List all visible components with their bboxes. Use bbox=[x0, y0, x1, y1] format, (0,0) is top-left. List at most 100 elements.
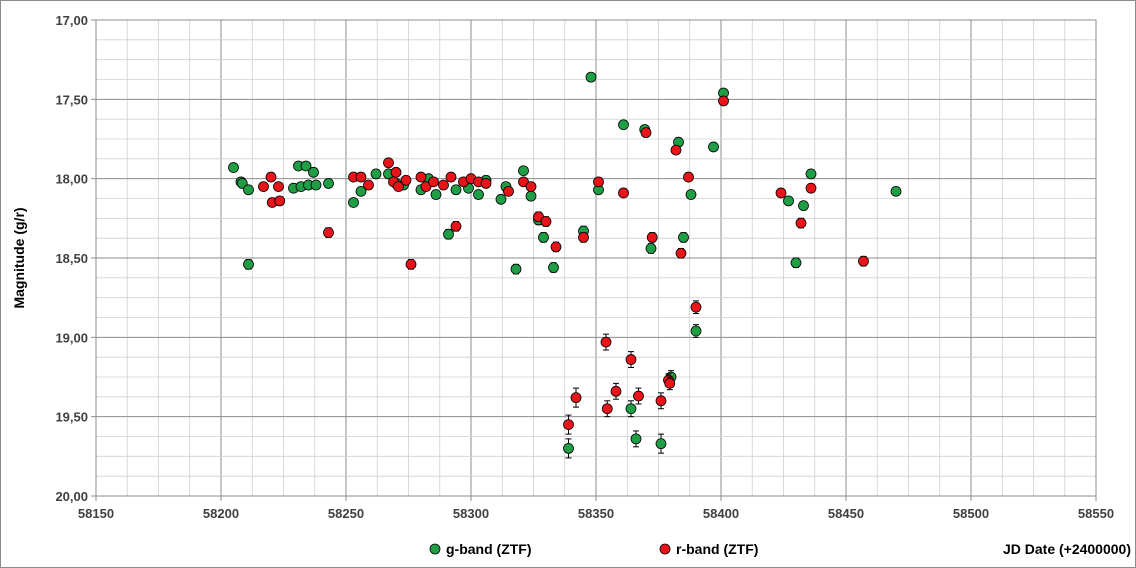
data-point bbox=[570, 392, 582, 404]
y-tick-label: 20,00 bbox=[55, 489, 88, 504]
data-point bbox=[525, 190, 537, 202]
data-point bbox=[390, 166, 402, 178]
data-point bbox=[775, 187, 787, 199]
y-tick-label: 19,50 bbox=[55, 410, 88, 425]
data-point bbox=[640, 127, 652, 139]
data-point bbox=[618, 187, 629, 199]
data-point bbox=[675, 247, 687, 259]
y-tick-label: 18,00 bbox=[55, 172, 88, 187]
x-tick-labels: 58150 58200 58250 58300 58350 58400 58450 58500… bbox=[78, 506, 1114, 521]
data-point bbox=[550, 241, 562, 253]
legend-label-r-band: r-band (ZTF) bbox=[676, 541, 758, 557]
data-point bbox=[355, 185, 367, 197]
data-point bbox=[480, 178, 492, 189]
data-point bbox=[664, 377, 676, 389]
data-point bbox=[563, 419, 574, 431]
data-point bbox=[430, 189, 442, 200]
data-point bbox=[438, 179, 449, 191]
series-r-band bbox=[258, 95, 869, 435]
data-point bbox=[633, 390, 644, 402]
data-point bbox=[383, 157, 394, 169]
data-point bbox=[473, 189, 484, 200]
data-point bbox=[718, 95, 729, 107]
data-point bbox=[308, 166, 319, 178]
data-point bbox=[540, 216, 552, 227]
data-point bbox=[443, 228, 454, 240]
x-tick-label: 58400 bbox=[703, 506, 739, 521]
data-point bbox=[646, 231, 658, 243]
data-point bbox=[355, 171, 367, 183]
data-point bbox=[450, 220, 462, 232]
x-tick-label: 58300 bbox=[453, 506, 489, 521]
data-point bbox=[670, 144, 682, 156]
y-tick-label: 17,50 bbox=[55, 92, 88, 107]
data-point bbox=[798, 200, 809, 212]
x-tick-label: 58250 bbox=[328, 506, 364, 521]
data-point bbox=[645, 243, 657, 254]
x-axis-title: JD Date (+2400000) bbox=[1003, 541, 1131, 557]
x-tick-label: 58550 bbox=[1078, 506, 1114, 521]
data-point bbox=[625, 403, 637, 415]
data-point bbox=[538, 231, 549, 243]
data-point bbox=[685, 189, 697, 200]
data-point bbox=[585, 71, 597, 83]
data-point bbox=[428, 176, 439, 188]
data-point bbox=[393, 181, 404, 193]
data-point bbox=[518, 165, 529, 177]
grid-lines bbox=[95, 19, 1097, 497]
data-point bbox=[310, 179, 322, 191]
legend: g-band (ZTF) r-band (ZTF) bbox=[429, 541, 758, 557]
data-point bbox=[690, 301, 702, 313]
data-point bbox=[655, 395, 667, 407]
data-point bbox=[363, 179, 374, 191]
x-tick-label: 58200 bbox=[203, 506, 239, 521]
legend-label-g-band: g-band (ZTF) bbox=[446, 541, 532, 557]
data-point bbox=[400, 174, 412, 186]
y-tick-labels: 17,00 17,50 18,00 18,50 19,00 19,50 20,00 bbox=[55, 13, 88, 504]
data-point bbox=[323, 227, 334, 239]
data-point bbox=[593, 176, 604, 188]
data-point bbox=[510, 263, 522, 275]
data-point bbox=[300, 160, 312, 172]
x-tick-label: 58500 bbox=[953, 506, 989, 521]
axes bbox=[91, 19, 1097, 501]
data-point bbox=[228, 162, 239, 173]
data-point bbox=[265, 171, 277, 183]
data-point bbox=[495, 193, 507, 205]
x-tick-label: 58450 bbox=[828, 506, 864, 521]
y-tick-label: 17,00 bbox=[55, 13, 88, 28]
x-tick-label: 58150 bbox=[78, 506, 114, 521]
legend-marker-g-band bbox=[429, 543, 441, 555]
data-point bbox=[323, 178, 334, 189]
data-point bbox=[415, 171, 427, 183]
data-series bbox=[228, 71, 902, 459]
data-point bbox=[890, 185, 902, 197]
data-point bbox=[805, 168, 817, 180]
data-point bbox=[630, 433, 642, 445]
y-axis-title: Magnitude (g/r) bbox=[11, 207, 27, 308]
data-point bbox=[578, 231, 589, 243]
data-point bbox=[450, 184, 462, 196]
data-point bbox=[683, 171, 694, 183]
data-point bbox=[610, 385, 622, 397]
x-tick-label: 58350 bbox=[578, 506, 614, 521]
data-point bbox=[348, 197, 359, 208]
data-point bbox=[790, 257, 802, 269]
data-point bbox=[503, 185, 514, 197]
data-point bbox=[783, 195, 794, 207]
data-point bbox=[273, 181, 284, 193]
data-point bbox=[858, 255, 869, 267]
data-point bbox=[243, 258, 254, 270]
data-point bbox=[655, 438, 667, 450]
data-point bbox=[708, 141, 719, 153]
data-point bbox=[370, 168, 382, 180]
data-point bbox=[563, 442, 574, 454]
y-tick-label: 19,00 bbox=[55, 330, 88, 345]
data-point bbox=[405, 258, 417, 270]
data-point bbox=[601, 403, 613, 415]
data-point bbox=[795, 217, 807, 229]
y-tick-label: 18,50 bbox=[55, 251, 88, 266]
data-point bbox=[548, 262, 559, 273]
data-point bbox=[625, 354, 637, 365]
